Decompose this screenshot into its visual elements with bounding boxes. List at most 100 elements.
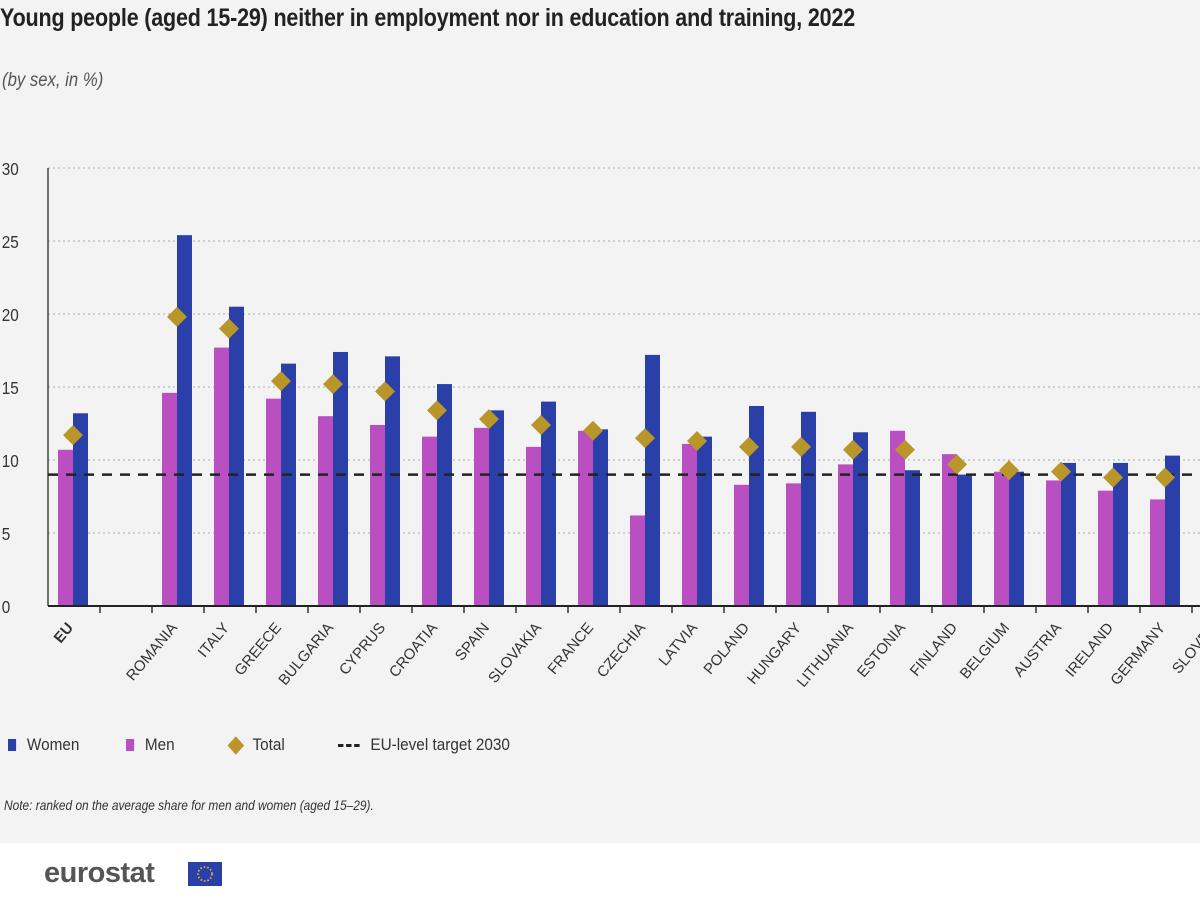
bar-men bbox=[58, 449, 73, 606]
total-marker bbox=[635, 428, 655, 449]
total-marker bbox=[1051, 461, 1071, 482]
x-tick-label: SPAIN bbox=[452, 620, 493, 665]
footer: eurostat bbox=[0, 843, 1200, 900]
bar-men bbox=[1150, 499, 1165, 606]
total-marker bbox=[843, 439, 863, 460]
total-marker bbox=[947, 454, 967, 475]
y-tick-label: 10 bbox=[2, 451, 19, 471]
legend-target-label: EU-level target 2030 bbox=[370, 735, 510, 754]
y-tick-label: 5 bbox=[2, 524, 11, 544]
x-tick-label: BELGIUM bbox=[957, 620, 1013, 683]
y-tick-label: 15 bbox=[2, 378, 19, 398]
bar-women bbox=[853, 432, 868, 606]
bar-men bbox=[994, 471, 1009, 606]
chart-plot: 0 5 10 15 20 25 30 EU ROMANIA ITALYGREECEBULGARIA… bbox=[2, 159, 1200, 691]
bar-women bbox=[593, 429, 608, 606]
total-marker bbox=[739, 436, 759, 457]
legend-women-label: Women bbox=[26, 735, 80, 754]
total-marker bbox=[791, 436, 811, 457]
x-tick-label: SLOVEN bbox=[1169, 620, 1200, 678]
bar-men bbox=[214, 347, 229, 606]
x-tick-label: FRANCE bbox=[544, 620, 597, 678]
bar-men bbox=[1098, 490, 1113, 606]
bar-women bbox=[437, 384, 452, 606]
y-tick-label: 20 bbox=[2, 305, 19, 325]
bar-women bbox=[385, 356, 400, 606]
legend-total-diamond-icon bbox=[227, 735, 245, 755]
x-tick-label: LATVIA bbox=[656, 620, 702, 670]
bar-women bbox=[73, 413, 88, 606]
y-tick-label: 25 bbox=[2, 232, 19, 252]
bar-women bbox=[749, 405, 764, 606]
bar-men bbox=[578, 430, 593, 606]
x-tick-label: POLAND bbox=[700, 620, 753, 678]
bar-women bbox=[957, 474, 972, 606]
x-tick-label: AUSTRIA bbox=[1010, 620, 1065, 681]
y-tick-label: 30 bbox=[2, 159, 19, 179]
bar-women bbox=[1009, 471, 1024, 606]
bar-men bbox=[266, 398, 281, 606]
bar-women bbox=[333, 351, 348, 606]
bar-women bbox=[1165, 455, 1180, 606]
bar-men bbox=[162, 392, 177, 606]
x-tick-label: ROMANIA bbox=[123, 620, 181, 685]
total-marker bbox=[687, 431, 707, 452]
x-tick-label: CZECHIA bbox=[594, 620, 649, 681]
legend-total-label: Total bbox=[252, 735, 285, 754]
bar-women bbox=[645, 354, 660, 606]
bar-women bbox=[177, 235, 192, 606]
chart-note: Note: ranked on the average share for me… bbox=[4, 797, 374, 813]
total-marker bbox=[271, 371, 291, 392]
bar-women bbox=[1113, 462, 1128, 606]
bar-women bbox=[541, 401, 556, 606]
x-tick-label: ITALY bbox=[195, 620, 233, 661]
total-marker bbox=[427, 400, 447, 421]
x-tick-label: GERMANY bbox=[1107, 620, 1169, 689]
chart-subtitle: (by sex, in %) bbox=[2, 70, 104, 91]
eurostat-logo: eurostat bbox=[44, 857, 155, 889]
bar-women bbox=[801, 411, 816, 606]
bar-women bbox=[905, 470, 920, 606]
bar-women bbox=[229, 306, 244, 606]
total-marker bbox=[63, 425, 83, 446]
bar-men bbox=[630, 515, 645, 606]
bar-men bbox=[318, 416, 333, 606]
x-tick-label: EU bbox=[51, 620, 77, 647]
y-tick-label: 0 bbox=[2, 597, 11, 617]
bar-men bbox=[838, 464, 853, 606]
bar-men bbox=[942, 454, 957, 606]
x-tick-label: SLOVAKIA bbox=[485, 620, 545, 687]
total-marker bbox=[375, 381, 395, 402]
bar-men bbox=[474, 427, 489, 606]
total-marker bbox=[999, 460, 1019, 481]
total-marker bbox=[479, 409, 499, 430]
bar-men bbox=[1046, 480, 1061, 606]
legend-total: Total bbox=[227, 735, 285, 755]
total-marker bbox=[323, 374, 343, 395]
x-tick-label: CROATIA bbox=[386, 620, 441, 681]
bar-women bbox=[489, 410, 504, 606]
x-tick-label: CYPRUS bbox=[336, 620, 389, 679]
bar-men bbox=[526, 446, 541, 606]
legend-men-swatch bbox=[126, 739, 135, 751]
bar-men bbox=[734, 484, 749, 606]
x-tick-label: GREECE bbox=[231, 620, 285, 679]
legend-men-label: Men bbox=[144, 735, 175, 754]
legend-target-dash-icon bbox=[338, 743, 360, 747]
total-marker bbox=[219, 318, 239, 339]
bar-women bbox=[1061, 462, 1076, 606]
bar-men bbox=[682, 443, 697, 606]
bar-women bbox=[697, 436, 712, 606]
legend-women: Women bbox=[8, 735, 79, 755]
legend-women-swatch bbox=[8, 739, 17, 751]
bar-men bbox=[422, 436, 437, 606]
bar-men bbox=[786, 483, 801, 606]
x-tick-label: IRELAND bbox=[1062, 620, 1117, 681]
bar-men bbox=[370, 424, 385, 606]
legend-men: Men bbox=[126, 735, 175, 755]
total-marker bbox=[167, 306, 187, 327]
chart-title: Young people (aged 15-29) neither in emp… bbox=[0, 4, 856, 32]
x-tick-label: ESTONIA bbox=[854, 620, 909, 681]
total-marker bbox=[583, 420, 603, 441]
x-tick-label: FINLAND bbox=[907, 620, 961, 680]
